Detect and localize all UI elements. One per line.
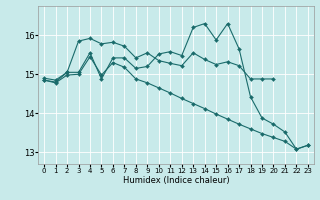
X-axis label: Humidex (Indice chaleur): Humidex (Indice chaleur) bbox=[123, 176, 229, 185]
